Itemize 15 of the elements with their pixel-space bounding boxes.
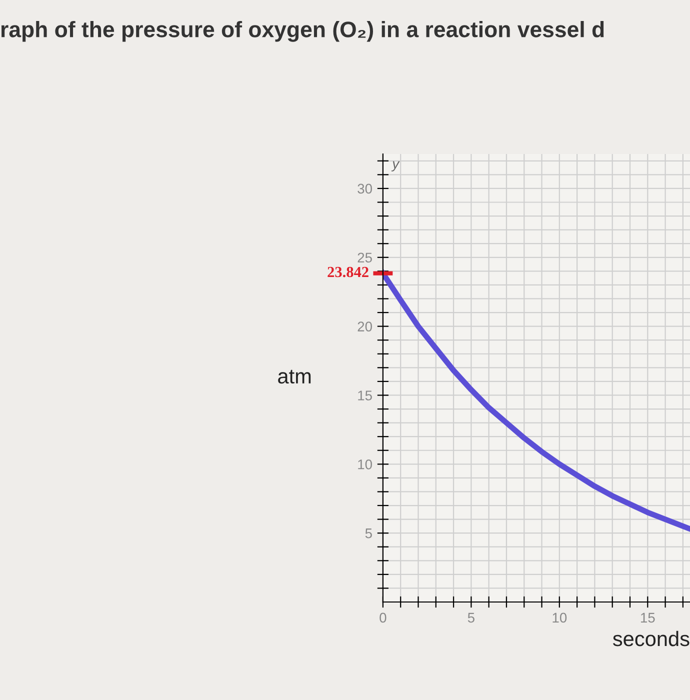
y-tick-label: 5 xyxy=(365,528,372,538)
x-tick-label: 5 xyxy=(468,612,474,623)
y-tick-label: 30 xyxy=(358,184,372,194)
x-tick-label: 10 xyxy=(552,612,567,623)
y-tick-label: 20 xyxy=(358,322,372,332)
y-tick-label: 25 xyxy=(358,252,372,263)
y-tick-label: 15 xyxy=(358,390,372,400)
x-axis-title: seconds xyxy=(612,630,690,646)
y-tick-label: 10 xyxy=(358,459,372,470)
x-tick-label: 0 xyxy=(380,612,386,623)
y-axis-title: atm xyxy=(278,370,311,384)
annotation: 23.842 xyxy=(328,266,368,278)
annotation: y xyxy=(391,161,400,172)
x-tick-label: 15 xyxy=(640,612,655,623)
chart-title: raph of the pressure of oxygen (O₂) in a reaction vessel d xyxy=(1,21,604,42)
